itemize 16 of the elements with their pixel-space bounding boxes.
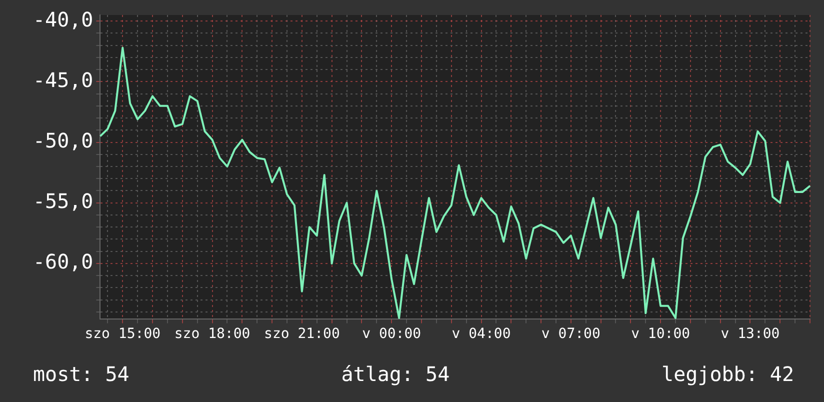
x-tick-label: v 13:00 bbox=[720, 326, 780, 342]
x-tick-label: v 04:00 bbox=[452, 326, 511, 342]
x-tick-label: v 00:00 bbox=[362, 326, 422, 342]
y-tick-label: -60,0 bbox=[32, 250, 94, 274]
x-tick-label: szo 21:00 bbox=[264, 326, 340, 342]
x-tick-label: szo 18:00 bbox=[174, 326, 250, 342]
x-tick-label: szo 15:00 bbox=[84, 326, 161, 342]
y-tick-label: -50,0 bbox=[32, 128, 94, 152]
y-tick-label: -55,0 bbox=[32, 189, 94, 214]
x-tick-label: v 07:00 bbox=[541, 326, 600, 342]
text: átlag: 54 bbox=[341, 362, 450, 386]
text: legjobb: 42 bbox=[662, 362, 794, 386]
x-tick-label: v 10:00 bbox=[631, 326, 690, 342]
text: most: 54 bbox=[33, 362, 130, 386]
y-tick-label: -40,0 bbox=[32, 7, 94, 32]
y-tick-label: -45,0 bbox=[32, 68, 94, 92]
